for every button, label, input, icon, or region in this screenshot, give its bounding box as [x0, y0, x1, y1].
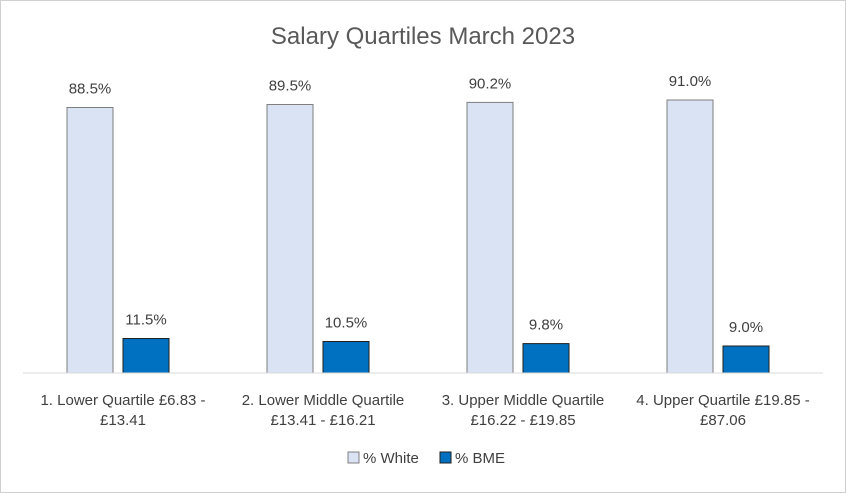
category-label-4-line-1: 4. Upper Quartile £19.85 - — [636, 392, 809, 409]
bar-bme-3 — [522, 343, 570, 374]
data-label-bme-3: 9.8% — [529, 317, 563, 334]
chart-title: Salary Quartiles March 2023 — [271, 23, 575, 50]
bar-bme-4 — [722, 345, 770, 374]
legend: % White % BME — [347, 450, 505, 467]
data-label-white-4: 91.0% — [669, 73, 712, 90]
bar-white-2 — [266, 104, 314, 374]
category-label-2-line-2: £13.41 - £16.21 — [270, 412, 375, 429]
category-label-2-line-1: 2. Lower Middle Quartile — [242, 392, 405, 409]
category-label-3-line-2: £16.22 - £19.85 — [470, 412, 575, 429]
legend-swatch-white — [347, 451, 360, 464]
legend-label-bme: % BME — [455, 450, 505, 467]
data-label-white-1: 88.5% — [69, 81, 112, 98]
legend-label-white: % White — [363, 450, 419, 467]
data-label-white-3: 90.2% — [469, 75, 512, 92]
data-label-white-2: 89.5% — [269, 78, 312, 95]
category-label-1-line-1: 1. Lower Quartile £6.83 - — [40, 392, 205, 409]
bars-group — [66, 99, 770, 374]
bar-white-3 — [466, 101, 514, 374]
bar-white-4 — [666, 99, 714, 374]
bar-white-1 — [66, 107, 114, 374]
category-label-1-line-2: £13.41 — [100, 412, 146, 429]
category-label-3-line-1: 3. Upper Middle Quartile — [442, 392, 605, 409]
category-labels-group: 1. Lower Quartile £6.83 - £13.41 2. Lower … — [40, 392, 809, 429]
legend-swatch-bme — [439, 451, 452, 464]
data-label-bme-1: 11.5% — [125, 312, 166, 329]
bar-bme-2 — [322, 341, 370, 374]
category-label-4-line-2: £87.06 — [700, 412, 746, 429]
bar-bme-1 — [122, 338, 170, 374]
data-labels-group: 88.5% 11.5% 89.5% 10.5% 90.2% 9.8% 91.0% 9.0% — [69, 73, 763, 336]
data-label-bme-2: 10.5% — [325, 315, 368, 332]
data-label-bme-4: 9.0% — [729, 319, 763, 336]
